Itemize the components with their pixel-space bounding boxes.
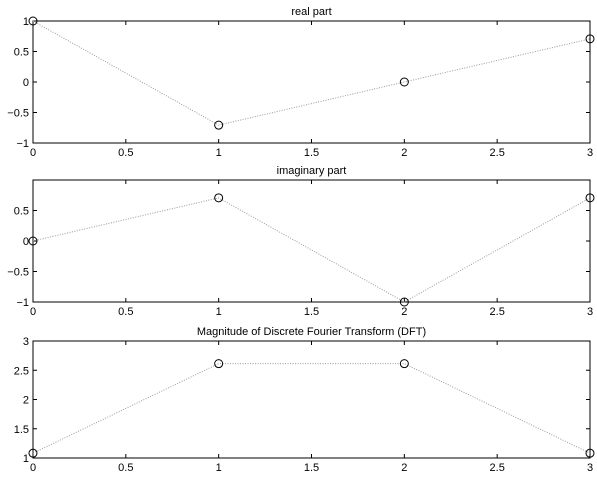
x-tick-label: 0 (30, 462, 36, 474)
data-point (28, 448, 38, 458)
y-tick-label: 2 (23, 395, 29, 407)
x-tick-label: 2 (401, 462, 407, 474)
series-line (32, 363, 591, 454)
y-tick-label: 2.5 (14, 365, 29, 377)
y-tick-label: −0.5 (7, 108, 29, 120)
axes-box (32, 179, 591, 303)
x-tick-label: 1.5 (304, 306, 319, 318)
y-tick-label: 0 (23, 77, 29, 89)
x-tick-label: 0.5 (118, 147, 133, 159)
axes-box (32, 20, 591, 144)
data-point (585, 448, 595, 458)
x-tick-label: 1 (216, 462, 222, 474)
y-tick-label: 1 (23, 16, 29, 28)
subplot-1: real part 0 0.5 1 1.5 2 2.5 3 −1 −0.5 0 0.5 1 (7, 6, 595, 159)
data-point (28, 236, 38, 246)
x-tick-label: 0 (30, 306, 36, 318)
x-tick-label: 3 (587, 147, 593, 159)
subplot-3: Magnitude of Discrete Fourier Transform … (14, 326, 595, 474)
subplot-title: real part (291, 6, 331, 18)
data-point (28, 16, 38, 26)
x-tick-label: 3 (587, 306, 593, 318)
y-tick-label: 1 (23, 453, 29, 465)
x-tick-label: 2.5 (490, 462, 505, 474)
x-tick-label: 2.5 (490, 306, 505, 318)
data-point (399, 359, 409, 369)
subplot-title: Magnitude of Discrete Fourier Transform … (197, 326, 426, 338)
x-tick-label: 0.5 (118, 306, 133, 318)
data-point (214, 193, 224, 203)
series-line (32, 197, 591, 303)
subplot-2: imaginary part 0 0.5 1 1.5 2 2.5 3 −1 −0.5 0 0.5 (7, 165, 595, 318)
y-tick-label: −1 (16, 138, 29, 150)
data-point (399, 297, 409, 307)
x-tick-label: 2.5 (490, 147, 505, 159)
x-tick-label: 2 (401, 147, 407, 159)
y-tick-label: 0.5 (14, 206, 29, 218)
data-point (214, 120, 224, 130)
data-point (585, 193, 595, 203)
data-point (214, 359, 224, 369)
axes-box (32, 340, 591, 459)
y-tick-label: 0 (23, 236, 29, 248)
x-tick-label: 1 (216, 147, 222, 159)
x-tick-label: 1 (216, 306, 222, 318)
subplot-title: imaginary part (277, 165, 347, 177)
y-tick-label: 3 (23, 336, 29, 348)
x-tick-label: 1.5 (304, 147, 319, 159)
y-tick-label: 0.5 (14, 47, 29, 59)
data-point (585, 34, 595, 44)
y-tick-label: −1 (16, 297, 29, 309)
x-tick-label: 0 (30, 147, 36, 159)
data-point (399, 77, 409, 87)
x-tick-label: 2 (401, 306, 407, 318)
series-line (32, 20, 591, 126)
x-tick-label: 3 (587, 462, 593, 474)
y-tick-label: −0.5 (7, 267, 29, 279)
y-tick-label: 1.5 (14, 424, 29, 436)
x-tick-label: 1.5 (304, 462, 319, 474)
x-tick-label: 0.5 (118, 462, 133, 474)
